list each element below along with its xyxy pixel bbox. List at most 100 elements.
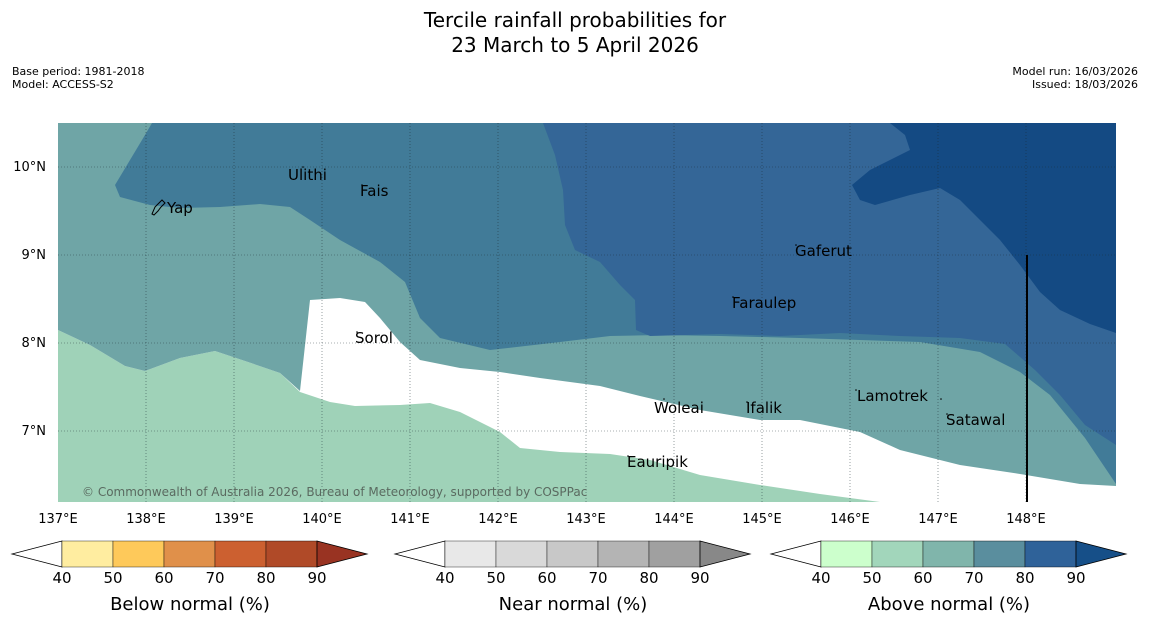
place-fais: Fais xyxy=(360,182,389,200)
cb-below-swatch-1 xyxy=(112,540,165,568)
cb-below-tick-80: 80 xyxy=(256,569,275,587)
cb-above-label: Above normal (%) xyxy=(868,594,1030,615)
lon-label-141: 141°E xyxy=(390,512,430,527)
place-faraulep: Faraulep xyxy=(732,294,796,312)
dot-lamotrek xyxy=(855,389,857,391)
cb-below-low-arrow xyxy=(10,540,63,568)
lon-label-146: 146°E xyxy=(830,512,870,527)
lat-label-8: 8°N xyxy=(22,336,47,351)
lon-label-140: 140°E xyxy=(302,512,342,527)
place-lamotrek: Lamotrek xyxy=(857,387,928,405)
lon-label-138: 138°E xyxy=(126,512,166,527)
lon-label-147: 147°E xyxy=(918,512,958,527)
cb-below-tick-60: 60 xyxy=(154,569,173,587)
cb-near-tick-90: 90 xyxy=(690,569,709,587)
cb-above-tick-60: 60 xyxy=(913,569,932,587)
title-line-1: Tercile rainfall probabilities for xyxy=(423,8,727,32)
cb-above-swatch-2 xyxy=(922,540,975,568)
cb-near-tick-60: 60 xyxy=(537,569,556,587)
lat-label-10: 10°N xyxy=(13,160,46,175)
cb-above-tick-80: 80 xyxy=(1015,569,1034,587)
cb-below-tick-50: 50 xyxy=(103,569,122,587)
cb-near-swatch-1 xyxy=(495,540,548,568)
dot-sorol xyxy=(356,331,358,333)
base-period: Base period: 1981-2018 xyxy=(12,65,145,78)
model-name: Model: ACCESS-S2 xyxy=(12,78,114,91)
colorbar-below-normal: 40 50 60 70 80 90 Below normal (%) xyxy=(10,540,369,615)
cb-above-low-arrow xyxy=(769,540,822,568)
cb-above-swatch-1 xyxy=(871,540,924,568)
place-ulithi: Ulithi xyxy=(288,166,327,184)
cb-above-high-arrow xyxy=(1075,540,1128,568)
lon-labels: 137°E 138°E 139°E 140°E 141°E 142°E 143°… xyxy=(38,512,1046,527)
cb-near-tick-40: 40 xyxy=(435,569,454,587)
cb-near-swatch-2 xyxy=(546,540,599,568)
cb-below-tick-40: 40 xyxy=(52,569,71,587)
cb-near-label: Near normal (%) xyxy=(499,594,648,615)
cb-near-high-arrow xyxy=(699,540,752,568)
region-90 xyxy=(852,123,1116,333)
dot-woleai xyxy=(663,398,665,400)
copyright-notice: © Commonwealth of Australia 2026, Bureau… xyxy=(82,485,587,499)
cb-below-swatch-0 xyxy=(61,540,114,568)
title-line-2: 23 March to 5 April 2026 xyxy=(451,33,699,57)
cb-near-tick-80: 80 xyxy=(639,569,658,587)
lon-label-139: 139°E xyxy=(214,512,254,527)
cb-above-swatch-3 xyxy=(973,540,1026,568)
cb-above-tick-70: 70 xyxy=(964,569,983,587)
lat-label-7: 7°N xyxy=(22,424,47,439)
meta-left: Base period: 1981-2018 Model: ACCESS-S2 xyxy=(12,65,144,91)
lat-labels: 10°N 9°N 8°N 7°N xyxy=(13,160,46,439)
cb-above-swatch-0 xyxy=(820,540,873,568)
grid-lines xyxy=(58,123,1116,502)
dot-faraulep xyxy=(732,296,734,298)
place-labels: Yap Ulithi Fais Gaferut Faraulep Sorol L… xyxy=(151,166,1005,471)
dot-fais xyxy=(361,184,363,186)
cb-below-label: Below normal (%) xyxy=(110,594,270,615)
place-eauripik: Eauripik xyxy=(627,453,688,471)
map-title: Tercile rainfall probabilities for 23 Ma… xyxy=(0,8,1150,58)
cb-near-swatch-0 xyxy=(444,540,497,568)
lon-label-144: 144°E xyxy=(654,512,694,527)
place-ifalik: Ifalik xyxy=(746,399,782,417)
cb-above-tick-40: 40 xyxy=(811,569,830,587)
yap-island-outline xyxy=(151,199,166,216)
lon-label-142: 142°E xyxy=(478,512,518,527)
cb-near-low-arrow xyxy=(393,540,446,568)
dot-lamotrek-east xyxy=(940,398,942,400)
forecast-map xyxy=(58,123,1116,502)
colorbar-above-normal: 40 50 60 70 80 90 Above normal (%) xyxy=(769,540,1128,615)
lon-label-148: 148°E xyxy=(1006,512,1046,527)
cb-above-tick-50: 50 xyxy=(862,569,881,587)
issued-date: Issued: 18/03/2026 xyxy=(1031,78,1138,91)
region-50 xyxy=(58,330,880,502)
place-yap: Yap xyxy=(166,199,193,217)
dot-ifalik xyxy=(746,401,748,403)
cb-near-tick-50: 50 xyxy=(486,569,505,587)
cb-below-swatch-4 xyxy=(265,540,318,568)
dot-gaferut xyxy=(795,244,797,246)
dot-ulithi xyxy=(302,166,304,168)
model-run: Model run: 16/03/2026 xyxy=(1012,65,1138,78)
dot-eauripik xyxy=(627,455,629,457)
place-sorol: Sorol xyxy=(355,329,393,347)
dot-satawal xyxy=(946,413,948,415)
cb-below-tick-70: 70 xyxy=(205,569,224,587)
meta-right: Model run: 16/03/2026 Issued: 18/03/2026 xyxy=(1012,65,1138,91)
lat-label-9: 9°N xyxy=(22,248,47,263)
place-gaferut: Gaferut xyxy=(795,242,852,260)
cb-below-swatch-3 xyxy=(214,540,267,568)
cb-below-swatch-2 xyxy=(163,540,216,568)
colorbar-near-normal: 40 50 60 70 80 90 Near normal (%) xyxy=(393,540,752,615)
cb-above-swatch-4 xyxy=(1024,540,1077,568)
lon-label-143: 143°E xyxy=(566,512,606,527)
lon-label-137: 137°E xyxy=(38,512,78,527)
lon-label-145: 145°E xyxy=(742,512,782,527)
cb-near-tick-70: 70 xyxy=(588,569,607,587)
cb-near-swatch-4 xyxy=(648,540,701,568)
place-satawal: Satawal xyxy=(946,411,1005,429)
cb-below-tick-90: 90 xyxy=(307,569,326,587)
place-woleai: Woleai xyxy=(654,399,704,417)
cb-above-tick-90: 90 xyxy=(1066,569,1085,587)
